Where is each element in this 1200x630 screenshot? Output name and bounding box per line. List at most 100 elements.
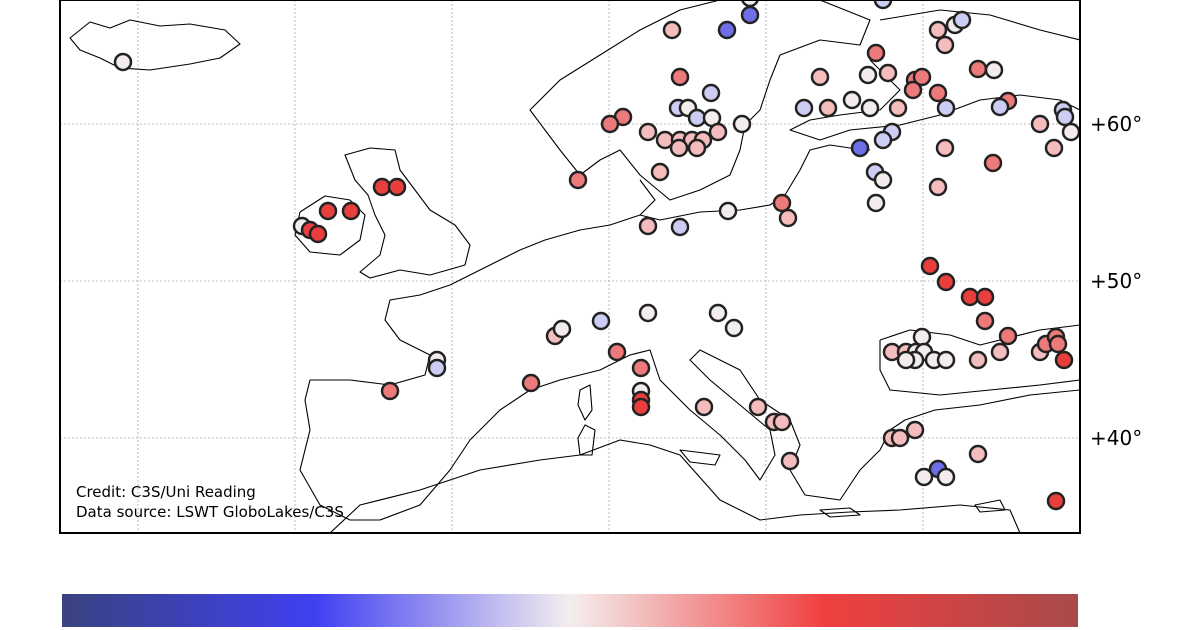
lake-marker xyxy=(708,303,728,323)
lake-marker xyxy=(905,420,925,440)
lat-label: +50° xyxy=(1090,269,1142,293)
lake-marker xyxy=(935,35,955,55)
lake-marker xyxy=(1044,138,1064,158)
lake-marker xyxy=(968,59,988,79)
lake-marker xyxy=(318,201,338,221)
lake-marker xyxy=(718,201,738,221)
lake-marker xyxy=(638,303,658,323)
lake-marker xyxy=(888,98,908,118)
lake-marker xyxy=(732,114,752,134)
lake-marker xyxy=(552,319,572,339)
lake-marker xyxy=(936,272,956,292)
lake-marker xyxy=(341,201,361,221)
colorbar xyxy=(62,594,1078,627)
lake-marker xyxy=(772,412,792,432)
lake-marker xyxy=(983,153,1003,173)
lake-marker xyxy=(990,97,1010,117)
lake-marker xyxy=(975,311,995,331)
lake-marker xyxy=(878,63,898,83)
lake-marker xyxy=(960,287,980,307)
north-africa xyxy=(329,439,1021,533)
lake-marker xyxy=(662,20,682,40)
lake-marker xyxy=(372,177,392,197)
lake-marker xyxy=(936,467,956,487)
lakes xyxy=(113,0,1080,511)
lake-marker xyxy=(631,358,651,378)
lake-marker xyxy=(873,130,893,150)
lake-marker xyxy=(866,193,886,213)
graticule xyxy=(60,0,1080,533)
lake-marker xyxy=(113,52,133,72)
lake-marker xyxy=(521,373,541,393)
lake-marker xyxy=(990,342,1010,362)
lake-marker xyxy=(748,397,768,417)
lake-marker xyxy=(928,83,948,103)
iceland xyxy=(69,19,241,71)
lat-label: +60° xyxy=(1090,112,1142,136)
lake-marker xyxy=(896,350,916,370)
lake-marker xyxy=(968,444,988,464)
lake-marker xyxy=(650,162,670,182)
lake-marker xyxy=(708,122,728,142)
lake-marker xyxy=(387,177,407,197)
lake-marker xyxy=(936,350,956,370)
lake-marker xyxy=(670,67,690,87)
lake-marker xyxy=(778,208,798,228)
lake-marker xyxy=(670,217,690,237)
lake-marker xyxy=(607,342,627,362)
lake-marker xyxy=(928,177,948,197)
lake-marker xyxy=(920,256,940,276)
lake-marker xyxy=(873,170,893,190)
lake-marker xyxy=(780,451,800,471)
scandinavia xyxy=(529,0,871,201)
lake-marker xyxy=(740,0,760,8)
credit: Credit: C3S/Uni Reading xyxy=(76,483,256,501)
lake-marker xyxy=(936,98,956,118)
lake-marker xyxy=(687,138,707,158)
lake-marker xyxy=(1061,122,1080,142)
lake-marker xyxy=(380,381,400,401)
lake-marker xyxy=(1046,491,1066,511)
data-source: Data source: LSWT GloboLakes/C3S xyxy=(76,503,344,521)
lake-marker xyxy=(308,224,328,244)
lake-marker xyxy=(890,428,910,448)
lake-marker xyxy=(903,80,923,100)
continental-coast xyxy=(299,214,1080,521)
islands xyxy=(577,384,1006,518)
lake-marker xyxy=(701,83,721,103)
black-sea xyxy=(879,324,1080,396)
lake-marker xyxy=(1054,350,1074,370)
great-britain xyxy=(344,147,471,279)
lake-marker xyxy=(928,20,948,40)
lake-marker xyxy=(998,326,1018,346)
lake-marker xyxy=(717,20,737,40)
lake-marker xyxy=(810,67,830,87)
lake-marker xyxy=(794,98,814,118)
lake-marker xyxy=(842,90,862,110)
lake-marker xyxy=(818,98,838,118)
lake-marker xyxy=(568,170,588,190)
lake-marker xyxy=(591,311,611,331)
lake-marker xyxy=(984,60,1004,80)
lat-label: +40° xyxy=(1090,426,1142,450)
lake-marker xyxy=(860,98,880,118)
lake-marker xyxy=(694,397,714,417)
lake-marker xyxy=(600,114,620,134)
lake-marker xyxy=(912,67,932,87)
lake-marker xyxy=(669,138,689,158)
lake-marker xyxy=(638,216,658,236)
lake-marker xyxy=(1055,107,1075,127)
lake-marker xyxy=(638,122,658,142)
lake-marker xyxy=(975,287,995,307)
lake-marker xyxy=(427,358,447,378)
lake-marker xyxy=(912,327,932,347)
lake-marker xyxy=(968,350,988,370)
map-frame xyxy=(59,0,1081,534)
lake-marker xyxy=(952,10,972,30)
baltic-coast xyxy=(639,144,871,221)
lake-marker xyxy=(724,318,744,338)
lake-marker xyxy=(873,0,893,10)
lake-marker xyxy=(687,108,707,128)
lake-marker xyxy=(935,138,955,158)
